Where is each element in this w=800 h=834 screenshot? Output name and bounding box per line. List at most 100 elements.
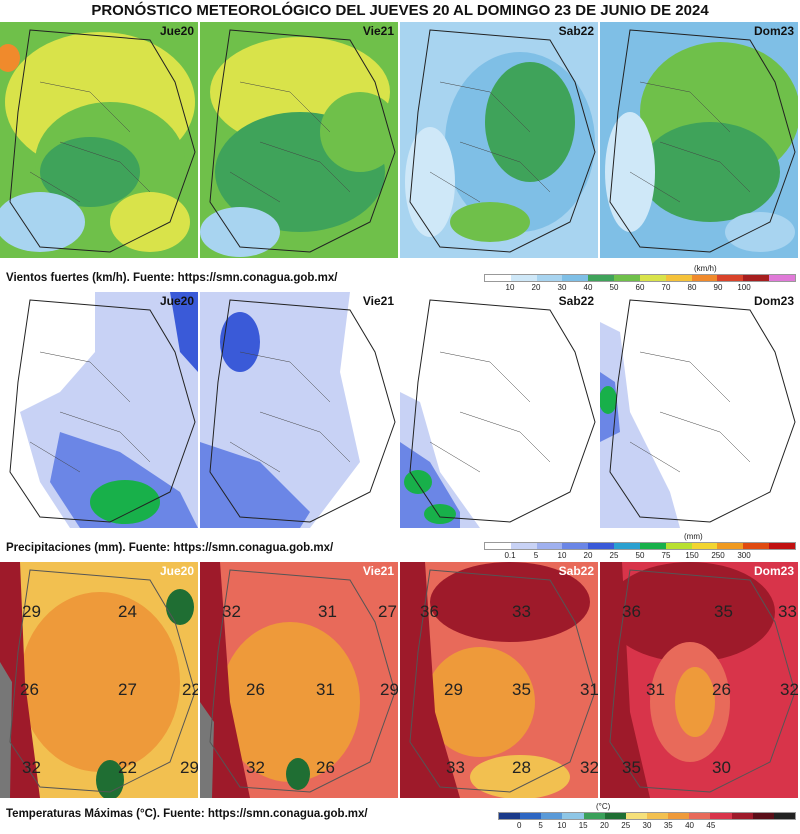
legend-ticks: 0 5 10 15 20 25 30 35 40 45 <box>498 820 796 832</box>
legend-tick-label: 35 <box>663 821 673 830</box>
temp-label: 24 <box>118 602 137 621</box>
legend-swatch <box>689 813 711 819</box>
legend-tick-label: 30 <box>642 821 652 830</box>
legend-color-bar <box>498 812 796 820</box>
temp-label: 29 <box>380 680 398 699</box>
temp-label: 32 <box>580 758 598 777</box>
legend-swatch <box>665 543 692 549</box>
rain-map-sab22: Sab22 <box>400 292 598 528</box>
temp-label: 28 <box>512 758 531 777</box>
legend-color-bar <box>484 274 796 282</box>
legend-tick-label: 60 <box>635 283 645 292</box>
rain-map-vie21: Vie21 <box>200 292 398 528</box>
wind-map-graphic <box>600 22 798 258</box>
legend-swatch <box>541 813 563 819</box>
legend-swatch <box>562 275 589 281</box>
day-label: Sab22 <box>558 294 594 308</box>
temp-label: 31 <box>318 602 337 621</box>
legend-tick-label: 20 <box>531 283 541 292</box>
legend-swatch <box>691 275 718 281</box>
legend-tick-label: 15 <box>578 821 588 830</box>
legend-swatch <box>668 813 690 819</box>
legend-tick-label: 75 <box>661 551 671 560</box>
temp-label: 22 <box>118 758 137 777</box>
temp-label: 32 <box>780 680 798 699</box>
legend-tick-label: 20 <box>583 551 593 560</box>
day-label: Vie21 <box>362 24 394 38</box>
wind-map-vie21: Vie21 <box>200 22 398 258</box>
rain-map-jue20: Jue20 <box>0 292 198 528</box>
legend-swatch <box>769 543 795 549</box>
legend-tick-label: 80 <box>687 283 697 292</box>
legend-swatch <box>665 275 692 281</box>
temp-map-graphic <box>400 562 598 798</box>
rain-legend: (mm) 0.1 5 10 20 25 50 75 150 250 300 <box>484 532 796 562</box>
wind-row: Jue20 Vie21 Sab22 <box>0 22 800 258</box>
legend-tick-label: 90 <box>713 283 723 292</box>
temp-map-graphic <box>600 562 798 798</box>
temp-map-graphic <box>0 562 198 798</box>
temp-label: 29 <box>22 602 41 621</box>
legend-swatch <box>743 275 770 281</box>
legend-swatch <box>536 275 563 281</box>
temp-label: 30 <box>712 758 731 777</box>
wind-map-dom23: Dom23 <box>600 22 798 258</box>
legend-color-bar <box>484 542 796 550</box>
temp-label: 36 <box>420 602 439 621</box>
legend-swatch <box>717 543 744 549</box>
temp-label: 27 <box>118 680 137 699</box>
legend-tick-label: 40 <box>685 821 695 830</box>
temp-map-vie21: Vie21 32 31 27 26 31 29 32 26 <box>200 562 398 798</box>
temp-label: 33 <box>778 602 797 621</box>
legend-swatch <box>614 543 640 549</box>
wind-map-sab22: Sab22 <box>400 22 598 258</box>
temp-label: 32 <box>22 758 41 777</box>
legend-swatch <box>646 813 669 819</box>
legend-swatch <box>485 275 511 281</box>
temp-map-sab22: Sab22 36 33 29 35 33 28 32 31 <box>400 562 598 798</box>
legend-swatch <box>485 543 511 549</box>
wind-map-graphic <box>0 22 198 258</box>
temp-label: 26 <box>316 758 335 777</box>
day-label: Dom23 <box>753 294 794 308</box>
legend-swatch <box>536 543 563 549</box>
temp-label: 31 <box>316 680 335 699</box>
temp-label: 31 <box>646 680 665 699</box>
rain-map-graphic <box>200 292 398 528</box>
legend-tick-label: 150 <box>685 551 699 560</box>
legend-tick-label: 5 <box>538 821 543 830</box>
legend-tick-label: 30 <box>557 283 567 292</box>
legend-swatch <box>639 543 666 549</box>
day-label: Dom23 <box>753 24 794 38</box>
temp-caption: Temperaturas Máximas (°C). Fuente: https… <box>6 808 368 820</box>
legend-swatch <box>583 813 605 819</box>
rain-map-graphic <box>400 292 598 528</box>
day-label: Jue20 <box>159 24 194 38</box>
legend-tick-label: 0 <box>517 821 522 830</box>
day-label: Jue20 <box>159 294 194 308</box>
legend-swatch <box>562 813 584 819</box>
temp-legend: (°C) 0 5 10 15 20 25 30 35 40 45 <box>498 802 796 832</box>
legend-swatch <box>773 813 795 819</box>
legend-swatch <box>499 813 521 819</box>
legend-swatch <box>752 813 774 819</box>
legend-tick-label: 10 <box>557 821 567 830</box>
legend-tick-label: 50 <box>635 551 645 560</box>
temp-map-dom23: Dom23 36 35 33 31 26 32 35 30 <box>600 562 798 798</box>
temp-label: 26 <box>246 680 265 699</box>
legend-tick-label: 25 <box>621 821 631 830</box>
wind-map-jue20: Jue20 <box>0 22 198 258</box>
legend-tick-label: 20 <box>599 821 609 830</box>
legend-tick-label: 70 <box>661 283 671 292</box>
wind-legend: (km/h) 10 20 30 40 50 60 70 80 90 100 <box>484 264 796 294</box>
legend-swatch <box>691 543 718 549</box>
temp-map-jue20: Jue20 29 24 26 27 22 32 22 29 <box>0 562 198 798</box>
legend-unit: (mm) <box>684 532 703 541</box>
temp-label: 31 <box>580 680 598 699</box>
temp-label: 29 <box>180 758 198 777</box>
legend-tick-label: 100 <box>737 283 751 292</box>
legend-tick-label: 250 <box>711 551 725 560</box>
day-label: Dom23 <box>753 564 794 578</box>
legend-tick-label: 50 <box>609 283 619 292</box>
day-label: Vie21 <box>362 294 394 308</box>
